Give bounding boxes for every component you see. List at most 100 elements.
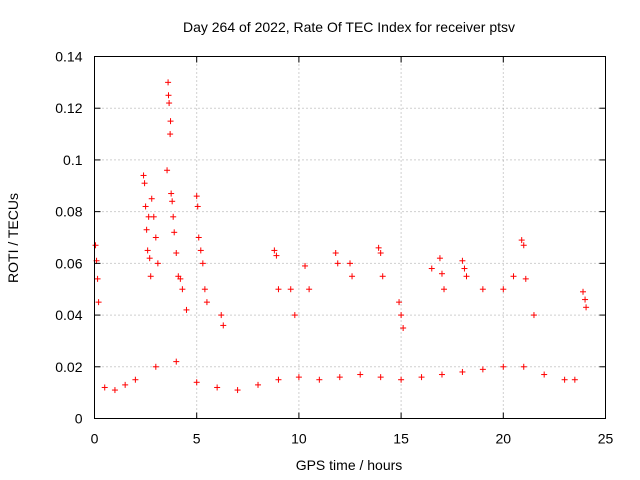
data-point bbox=[154, 260, 161, 267]
x-tick-label: 15 bbox=[393, 431, 409, 447]
data-point bbox=[500, 363, 507, 370]
data-point bbox=[140, 172, 147, 179]
data-point bbox=[336, 374, 343, 381]
x-tick-label: 5 bbox=[193, 431, 201, 447]
data-point bbox=[306, 286, 313, 293]
data-point bbox=[111, 387, 118, 394]
data-point bbox=[522, 275, 529, 282]
y-tick-label: 0.14 bbox=[55, 49, 82, 65]
plot-frame bbox=[94, 56, 606, 419]
y-tick-label: 0.12 bbox=[55, 100, 82, 116]
data-point bbox=[197, 247, 204, 254]
data-point bbox=[170, 213, 177, 220]
data-point bbox=[400, 325, 407, 331]
data-point bbox=[398, 312, 405, 319]
data-point bbox=[173, 358, 180, 365]
data-point bbox=[101, 384, 108, 391]
data-point bbox=[152, 363, 159, 370]
data-point bbox=[377, 250, 384, 257]
data-point bbox=[418, 374, 425, 381]
data-point bbox=[92, 242, 99, 249]
data-point bbox=[218, 312, 225, 319]
data-points bbox=[92, 79, 590, 394]
data-point bbox=[273, 252, 280, 259]
data-point bbox=[479, 286, 486, 293]
data-point bbox=[173, 250, 180, 257]
y-tick-label: 0.1 bbox=[63, 152, 83, 168]
data-point bbox=[510, 273, 517, 280]
data-point bbox=[193, 193, 200, 200]
data-point bbox=[347, 260, 353, 267]
data-point bbox=[349, 273, 356, 280]
data-point bbox=[357, 371, 364, 378]
data-point bbox=[520, 363, 527, 370]
data-point bbox=[398, 376, 405, 383]
data-point bbox=[332, 250, 339, 257]
data-point bbox=[571, 376, 578, 383]
x-tick-label: 10 bbox=[291, 431, 307, 447]
data-point bbox=[463, 273, 470, 280]
data-point bbox=[220, 322, 227, 329]
x-axis-label: GPS time / hours bbox=[296, 457, 403, 473]
data-point bbox=[580, 288, 587, 295]
y-tick-label: 0 bbox=[75, 411, 83, 427]
data-point bbox=[291, 312, 298, 319]
data-point bbox=[438, 371, 445, 378]
data-point bbox=[144, 247, 151, 254]
data-point bbox=[169, 198, 176, 205]
data-point bbox=[518, 237, 525, 244]
data-point bbox=[177, 275, 184, 282]
x-tick-label: 20 bbox=[496, 431, 512, 447]
gridlines bbox=[94, 56, 606, 419]
axis-ticks: 0 5 10 15 20 25 0 0.02 0.04 0.06 0.08 0.1 0.12 0.14 bbox=[55, 49, 613, 447]
data-point bbox=[195, 234, 202, 241]
data-point bbox=[459, 257, 466, 264]
data-point bbox=[167, 118, 174, 125]
data-point bbox=[428, 265, 435, 272]
data-point bbox=[287, 286, 294, 293]
y-tick-label: 0.08 bbox=[55, 204, 82, 220]
data-point bbox=[271, 247, 278, 254]
data-point bbox=[302, 262, 309, 269]
data-point bbox=[94, 275, 101, 282]
data-point bbox=[150, 213, 157, 220]
data-point bbox=[561, 376, 568, 383]
data-point bbox=[500, 286, 507, 293]
data-point bbox=[171, 229, 178, 236]
data-point bbox=[379, 273, 386, 280]
data-point bbox=[375, 244, 382, 251]
data-point bbox=[541, 371, 548, 378]
data-point bbox=[214, 384, 221, 391]
data-point bbox=[583, 304, 590, 311]
data-point bbox=[275, 376, 282, 383]
data-point bbox=[183, 306, 190, 313]
data-point bbox=[234, 387, 241, 394]
data-point bbox=[165, 92, 172, 99]
data-point bbox=[530, 312, 537, 319]
data-point bbox=[193, 379, 200, 386]
x-tick-label: 25 bbox=[598, 431, 614, 447]
data-point bbox=[143, 226, 150, 233]
x-tick-label: 0 bbox=[91, 431, 99, 447]
data-point bbox=[168, 190, 175, 197]
data-point bbox=[147, 273, 154, 280]
data-point bbox=[95, 299, 102, 306]
y-tick-label: 0.02 bbox=[55, 359, 82, 375]
data-point bbox=[436, 255, 443, 262]
data-point bbox=[122, 381, 129, 388]
data-point bbox=[132, 376, 139, 383]
data-point bbox=[203, 299, 210, 306]
data-point bbox=[582, 296, 589, 303]
data-point bbox=[179, 286, 186, 293]
data-point bbox=[201, 286, 208, 293]
data-point bbox=[459, 368, 466, 375]
data-point bbox=[152, 234, 159, 241]
chart-title: Day 264 of 2022, Rate Of TEC Index for r… bbox=[183, 19, 515, 35]
y-axis-label: ROTI / TECUs bbox=[5, 193, 21, 283]
data-point bbox=[142, 203, 149, 210]
data-point bbox=[194, 203, 201, 210]
data-point bbox=[167, 131, 174, 138]
data-point bbox=[148, 195, 155, 202]
data-point bbox=[377, 374, 384, 381]
data-point bbox=[316, 376, 323, 383]
